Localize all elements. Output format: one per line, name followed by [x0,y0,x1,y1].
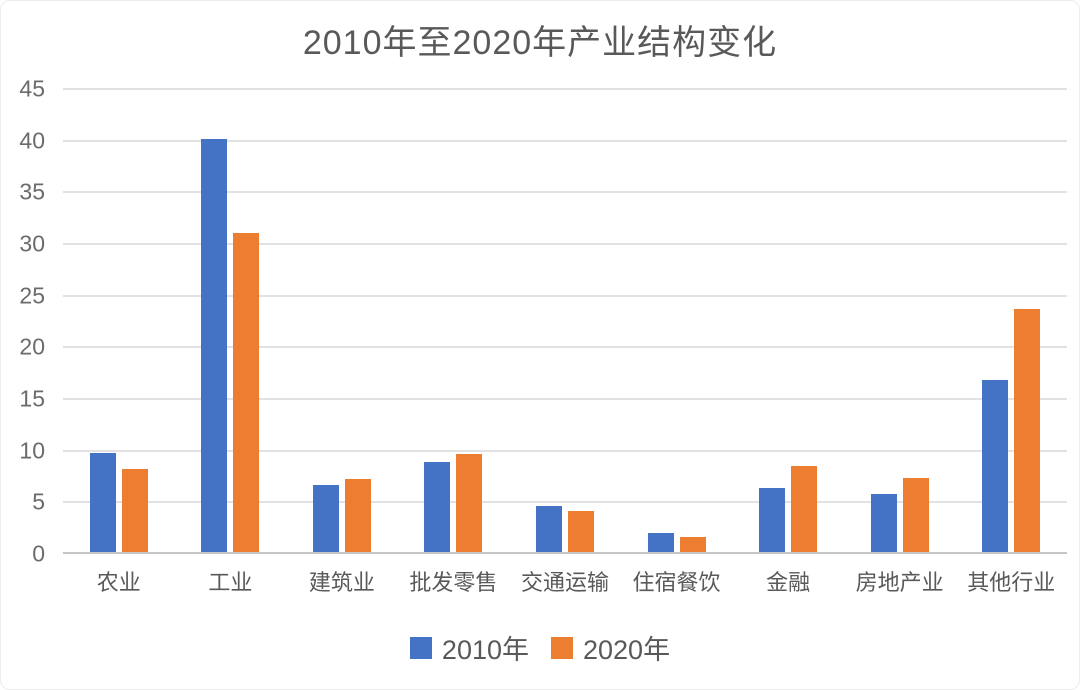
gridline [63,398,1067,400]
x-axis-label: 批发零售 [409,570,498,595]
x-axis-label: 农业 [96,570,141,595]
bar-series-1-category-1 [233,232,260,552]
bar-series-0-category-5 [647,533,674,552]
y-tick-label: 0 [32,540,45,567]
bar-series-0-category-6 [759,487,786,552]
gridline [63,449,1067,452]
bar-series-1-category-7 [902,477,929,552]
x-axis-label: 其他行业 [967,570,1056,595]
gridline [63,243,1067,245]
x-axis-line [63,552,1067,554]
legend-label-2020: 2020年 [583,635,671,665]
bar-series-0-category-0 [89,452,116,552]
bar-series-0-category-7 [870,494,897,552]
legend-label-2010: 2010年 [441,635,529,665]
y-tick-label: 30 [19,230,45,257]
bar-series-1-category-6 [791,466,818,552]
legend-item-2010: 2010年 [409,628,529,667]
x-axis-label: 建筑业 [308,570,375,595]
bar-series-1-category-5 [679,536,706,552]
bar-series-1-category-8 [1014,309,1041,552]
gridline [63,139,1067,142]
bar-series-1-category-2 [344,478,371,552]
x-axis-label: 交通运输 [520,570,610,595]
gridline [63,88,1067,90]
y-tick-label: 20 [19,333,45,360]
bar-series-0-category-2 [312,484,339,552]
y-tick-label: 25 [19,282,45,309]
legend: 2010年 2020年 [1,628,1079,667]
bar-series-1-category-4 [568,510,594,552]
x-axis-label: 住宿餐饮 [632,570,721,595]
y-axis: 0 5 10 15 20 25 30 35 40 45 [1,76,51,567]
y-tick-label: 35 [19,178,45,205]
bar-series-1-category-3 [456,453,483,552]
bar-series-0-category-1 [201,138,228,552]
y-tick-label: 10 [19,437,45,464]
x-axis-label: 工业 [208,570,253,595]
gridline [63,191,1067,194]
bar-series-0-category-4 [536,505,562,552]
x-axis-label: 金融 [766,570,811,595]
gridline [63,346,1067,349]
gridline [63,294,1067,297]
x-axis-label: 房地产业 [855,570,944,595]
bar-series-0-category-8 [982,380,1009,552]
bar-series-0-category-3 [424,462,451,552]
legend-swatch-2020 [551,636,573,659]
y-tick-label: 45 [19,75,45,102]
legend-swatch-2010 [409,636,432,659]
bar-series-1-category-0 [121,469,148,552]
y-tick-label: 40 [19,127,45,154]
gridline [63,501,1067,504]
legend-item-2020: 2020年 [551,628,670,667]
x-axis: 农业 工业 建筑业 批发零售 交通运输 住宿餐饮 金融 房地产业 其他行业 [63,565,1067,599]
y-tick-label: 5 [32,488,45,515]
chart-title: 2010年至2020年产业结构变化 [302,24,778,62]
y-tick-label: 15 [19,385,45,412]
plot-area [63,88,1067,554]
